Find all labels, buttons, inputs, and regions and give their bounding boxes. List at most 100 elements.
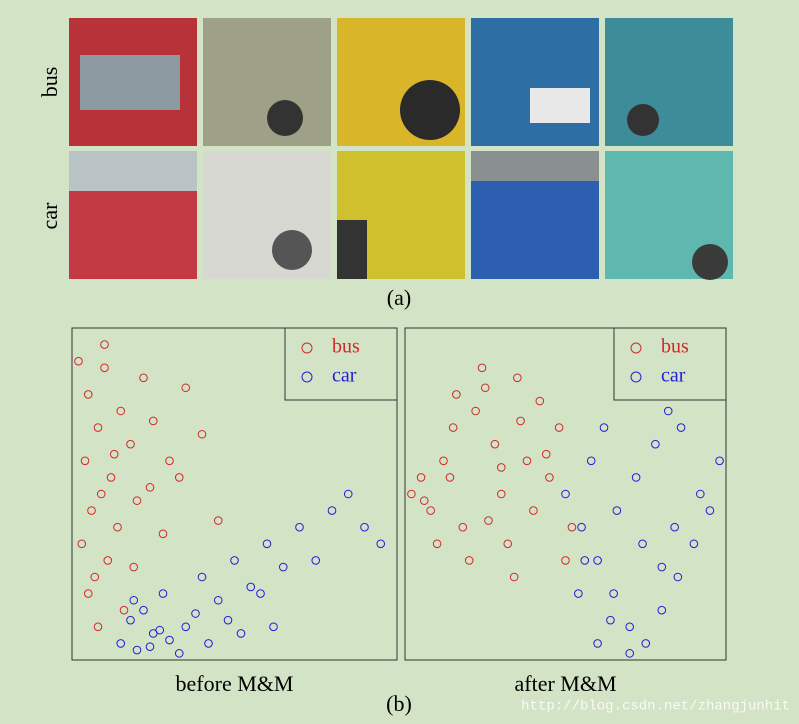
- point: [77, 539, 87, 549]
- point: [448, 423, 458, 432]
- point: [174, 473, 184, 482]
- point: [477, 363, 487, 373]
- point: [561, 556, 570, 565]
- point: [606, 615, 615, 625]
- point: [145, 483, 155, 492]
- point: [522, 456, 532, 466]
- image-tile: [471, 151, 599, 181]
- point: [87, 506, 96, 515]
- point: [103, 556, 113, 565]
- point: [631, 473, 641, 482]
- point: [223, 615, 233, 625]
- row-label: car: [37, 202, 62, 230]
- point: [155, 625, 165, 635]
- point: [715, 456, 724, 466]
- caption: (b): [386, 691, 412, 716]
- point: [657, 562, 667, 572]
- point: [497, 489, 506, 499]
- point: [651, 439, 660, 449]
- point: [83, 589, 93, 598]
- image-grid: [69, 18, 733, 280]
- point: [593, 556, 602, 565]
- point: [116, 406, 126, 416]
- point: [96, 489, 106, 499]
- point: [586, 456, 596, 466]
- point: [471, 406, 480, 416]
- point: [100, 363, 109, 373]
- point: [452, 390, 461, 399]
- point: [445, 473, 455, 482]
- legend: [613, 327, 727, 401]
- point: [464, 556, 474, 565]
- point: [145, 642, 155, 652]
- point: [262, 539, 272, 549]
- legend-marker: [301, 342, 313, 354]
- point: [625, 649, 635, 658]
- point: [213, 595, 223, 605]
- point: [165, 635, 174, 645]
- image-tile: [400, 80, 460, 140]
- chart-title: after M&M: [514, 671, 616, 696]
- legend-label: bus: [332, 336, 360, 358]
- point: [676, 423, 686, 432]
- point: [204, 639, 213, 648]
- point: [490, 439, 500, 449]
- point: [295, 522, 304, 532]
- legend-label: bus: [661, 336, 689, 358]
- point: [593, 639, 602, 648]
- plot-frame: [71, 327, 398, 661]
- image-tile: [605, 18, 733, 146]
- image-tile: [203, 151, 331, 279]
- image-tile: [471, 18, 599, 146]
- point: [139, 605, 148, 615]
- point: [689, 539, 699, 549]
- point: [484, 516, 493, 525]
- legend-marker: [630, 342, 642, 354]
- legend-label: car: [661, 365, 686, 387]
- point: [376, 539, 386, 549]
- point: [670, 522, 679, 532]
- point: [129, 562, 139, 572]
- point: [439, 456, 448, 466]
- point: [360, 522, 369, 532]
- point: [513, 373, 522, 383]
- point: [696, 489, 705, 499]
- watermark: http://blog.csdn.net/zhangjunhit: [521, 699, 790, 715]
- point: [256, 589, 265, 598]
- point: [343, 489, 353, 499]
- point: [432, 539, 442, 549]
- point: [541, 449, 551, 459]
- chart-title: before M&M: [176, 671, 294, 696]
- point: [609, 589, 618, 598]
- legend-label: car: [332, 365, 357, 387]
- point: [119, 605, 129, 615]
- point: [416, 473, 426, 482]
- point: [269, 622, 278, 632]
- point: [278, 562, 288, 572]
- point: [132, 645, 142, 655]
- point: [567, 522, 577, 532]
- image-tile: [80, 55, 180, 110]
- point: [673, 572, 683, 582]
- caption: (a): [387, 285, 411, 310]
- point: [638, 539, 647, 549]
- point: [230, 556, 239, 565]
- point: [126, 439, 135, 449]
- point: [419, 496, 429, 505]
- point: [165, 456, 174, 466]
- point: [181, 622, 191, 632]
- point: [407, 489, 416, 499]
- image-tile: [272, 230, 312, 270]
- point: [74, 356, 83, 366]
- point: [132, 496, 142, 505]
- point: [554, 423, 564, 432]
- plot-frame: [404, 327, 727, 661]
- point: [126, 615, 135, 625]
- point: [663, 406, 673, 416]
- point: [497, 463, 506, 472]
- point: [83, 390, 93, 399]
- point: [236, 629, 246, 638]
- point: [246, 582, 256, 592]
- image-tile: [69, 151, 197, 191]
